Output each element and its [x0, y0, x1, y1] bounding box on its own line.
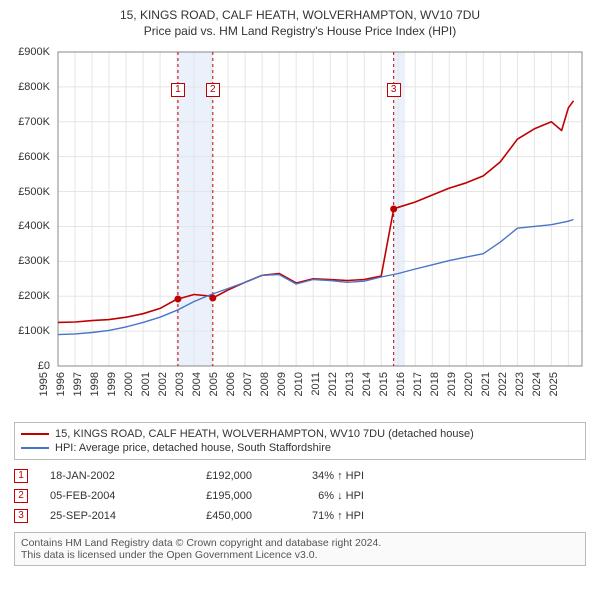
y-axis-label: £700K	[18, 116, 50, 128]
transaction-delta: 6% ↓ HPI	[274, 490, 364, 502]
transaction-date: 18-JAN-2002	[50, 470, 150, 482]
chart-svg	[10, 44, 590, 414]
transaction-row: 2 05-FEB-2004 £195,000 6% ↓ HPI	[14, 486, 586, 506]
y-axis-label: £0	[38, 360, 50, 372]
transaction-marker: 3	[14, 509, 28, 523]
y-axis-label: £400K	[18, 220, 50, 232]
chart-marker-2: 2	[206, 83, 220, 97]
legend-row: 15, KINGS ROAD, CALF HEATH, WOLVERHAMPTO…	[21, 427, 579, 441]
y-axis-label: £600K	[18, 151, 50, 163]
attribution-line-1: Contains HM Land Registry data © Crown c…	[21, 537, 579, 549]
transaction-date: 05-FEB-2004	[50, 490, 150, 502]
transaction-marker: 2	[14, 489, 28, 503]
transaction-row: 3 25-SEP-2014 £450,000 71% ↑ HPI	[14, 506, 586, 526]
legend-label: 15, KINGS ROAD, CALF HEATH, WOLVERHAMPTO…	[55, 428, 474, 440]
y-axis-label: £200K	[18, 290, 50, 302]
transaction-marker: 1	[14, 469, 28, 483]
y-axis-label: £900K	[18, 46, 50, 58]
y-axis-label: £800K	[18, 81, 50, 93]
title-address: 15, KINGS ROAD, CALF HEATH, WOLVERHAMPTO…	[10, 8, 590, 22]
legend-label: HPI: Average price, detached house, Sout…	[55, 442, 331, 454]
transaction-row: 1 18-JAN-2002 £192,000 34% ↑ HPI	[14, 466, 586, 486]
transaction-price: £195,000	[172, 490, 252, 502]
chart-marker-1: 1	[171, 83, 185, 97]
legend-row: HPI: Average price, detached house, Sout…	[21, 441, 579, 455]
chart-area: £0 £100K £200K £300K £400K £500K £600K £700K £80…	[10, 44, 590, 414]
legend-swatch	[21, 447, 49, 449]
legend-swatch	[21, 433, 49, 435]
attribution: Contains HM Land Registry data © Crown c…	[14, 532, 586, 566]
transaction-date: 25-SEP-2014	[50, 510, 150, 522]
chart-marker-3: 3	[387, 83, 401, 97]
y-axis-label: £500K	[18, 186, 50, 198]
legend: 15, KINGS ROAD, CALF HEATH, WOLVERHAMPTO…	[14, 422, 586, 460]
transactions-table: 1 18-JAN-2002 £192,000 34% ↑ HPI 2 05-FEB-200…	[14, 466, 586, 526]
y-axis-label: £300K	[18, 255, 50, 267]
title-subtitle: Price paid vs. HM Land Registry's House …	[10, 24, 590, 38]
transaction-delta: 34% ↑ HPI	[274, 470, 364, 482]
x-axis-label: 2025	[548, 372, 588, 396]
chart-titles: 15, KINGS ROAD, CALF HEATH, WOLVERHAMPTO…	[10, 8, 590, 38]
y-axis-label: £100K	[18, 325, 50, 337]
transaction-price: £192,000	[172, 470, 252, 482]
transaction-delta: 71% ↑ HPI	[274, 510, 364, 522]
transaction-price: £450,000	[172, 510, 252, 522]
attribution-line-2: This data is licensed under the Open Gov…	[21, 549, 579, 561]
